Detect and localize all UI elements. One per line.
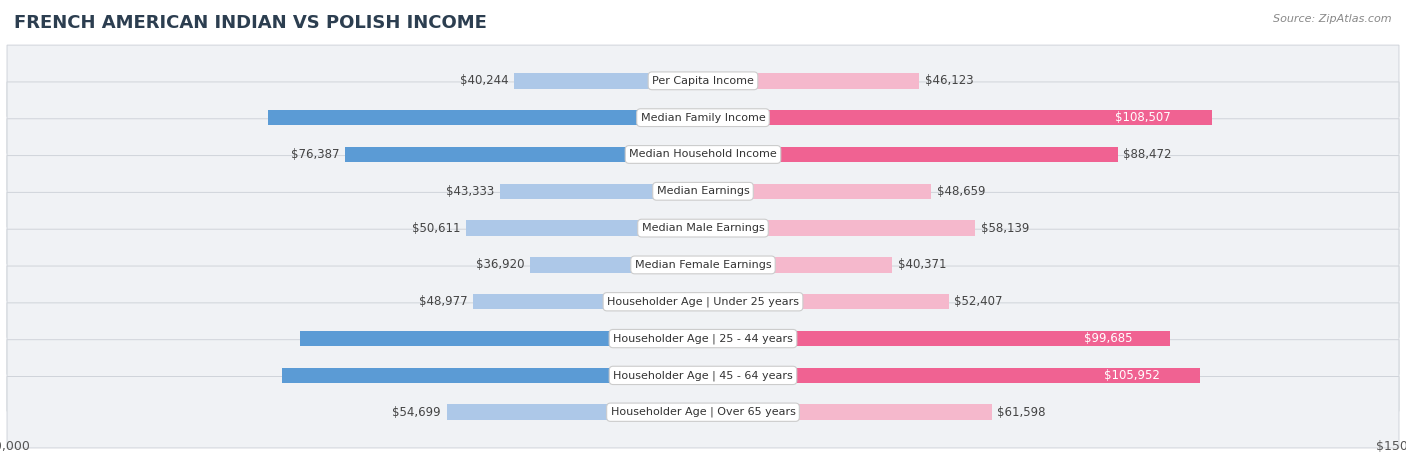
Bar [703, 73, 920, 89]
Bar [501, 184, 703, 199]
Bar [515, 73, 703, 89]
Bar [703, 184, 931, 199]
Bar [703, 147, 1118, 162]
Bar [283, 368, 703, 383]
Text: Median Male Earnings: Median Male Earnings [641, 223, 765, 233]
Bar [703, 220, 976, 236]
Text: $89,811: $89,811 [669, 369, 718, 382]
Text: $85,899: $85,899 [671, 332, 718, 345]
Text: Source: ZipAtlas.com: Source: ZipAtlas.com [1274, 14, 1392, 24]
Text: Householder Age | 25 - 44 years: Householder Age | 25 - 44 years [613, 333, 793, 344]
Text: $46,123: $46,123 [925, 74, 973, 87]
Text: Median Household Income: Median Household Income [628, 149, 778, 159]
FancyBboxPatch shape [7, 376, 1399, 448]
FancyBboxPatch shape [7, 303, 1399, 374]
Text: FRENCH AMERICAN INDIAN VS POLISH INCOME: FRENCH AMERICAN INDIAN VS POLISH INCOME [14, 14, 486, 32]
Text: $61,598: $61,598 [997, 406, 1046, 419]
FancyBboxPatch shape [7, 156, 1399, 227]
Text: Per Capita Income: Per Capita Income [652, 76, 754, 86]
FancyBboxPatch shape [7, 340, 1399, 411]
Bar [301, 331, 703, 347]
Text: Median Family Income: Median Family Income [641, 113, 765, 123]
Bar [703, 110, 1212, 125]
FancyBboxPatch shape [7, 229, 1399, 301]
FancyBboxPatch shape [7, 45, 1399, 117]
Text: Householder Age | 45 - 64 years: Householder Age | 45 - 64 years [613, 370, 793, 381]
Bar [703, 404, 991, 420]
FancyBboxPatch shape [7, 266, 1399, 338]
Text: $48,977: $48,977 [419, 295, 468, 308]
Bar [703, 331, 1170, 347]
Text: $54,699: $54,699 [392, 406, 441, 419]
FancyBboxPatch shape [7, 82, 1399, 153]
FancyBboxPatch shape [7, 119, 1399, 190]
Text: $43,333: $43,333 [446, 185, 495, 198]
Bar [703, 294, 949, 310]
Text: Median Female Earnings: Median Female Earnings [634, 260, 772, 270]
Text: $76,387: $76,387 [291, 148, 339, 161]
Text: $40,371: $40,371 [898, 258, 946, 271]
Bar [703, 368, 1199, 383]
Text: $52,407: $52,407 [955, 295, 1002, 308]
Text: $40,244: $40,244 [460, 74, 509, 87]
Text: $108,507: $108,507 [1115, 111, 1171, 124]
Bar [267, 110, 703, 125]
Text: Median Earnings: Median Earnings [657, 186, 749, 196]
Text: Householder Age | Under 25 years: Householder Age | Under 25 years [607, 297, 799, 307]
Text: Householder Age | Over 65 years: Householder Age | Over 65 years [610, 407, 796, 417]
Bar [474, 294, 703, 310]
Bar [530, 257, 703, 273]
FancyBboxPatch shape [7, 192, 1399, 264]
Text: $105,952: $105,952 [1104, 369, 1160, 382]
Bar [447, 404, 703, 420]
Bar [344, 147, 703, 162]
Bar [703, 257, 893, 273]
Bar [465, 220, 703, 236]
Text: $92,872: $92,872 [668, 111, 717, 124]
Text: $88,472: $88,472 [1123, 148, 1171, 161]
Text: $50,611: $50,611 [412, 222, 460, 234]
Text: $58,139: $58,139 [981, 222, 1029, 234]
Text: $36,920: $36,920 [475, 258, 524, 271]
Text: $99,685: $99,685 [1084, 332, 1133, 345]
Text: $48,659: $48,659 [936, 185, 986, 198]
